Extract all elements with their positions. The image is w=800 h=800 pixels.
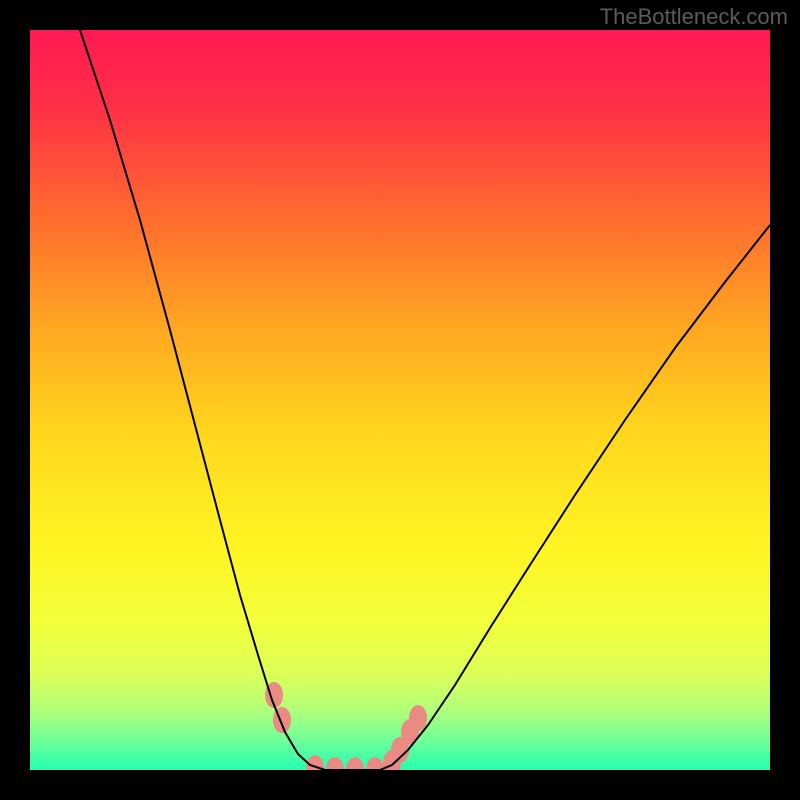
plot-area [30,30,770,770]
watermark-text: TheBottleneck.com [600,4,788,30]
optimal-marker [409,705,427,731]
bottleneck-curve [80,30,770,770]
optimal-marker [366,757,384,770]
optimal-marker [326,757,344,770]
curve-layer [30,30,770,770]
optimal-marker [346,757,364,770]
markers-group [265,682,427,770]
